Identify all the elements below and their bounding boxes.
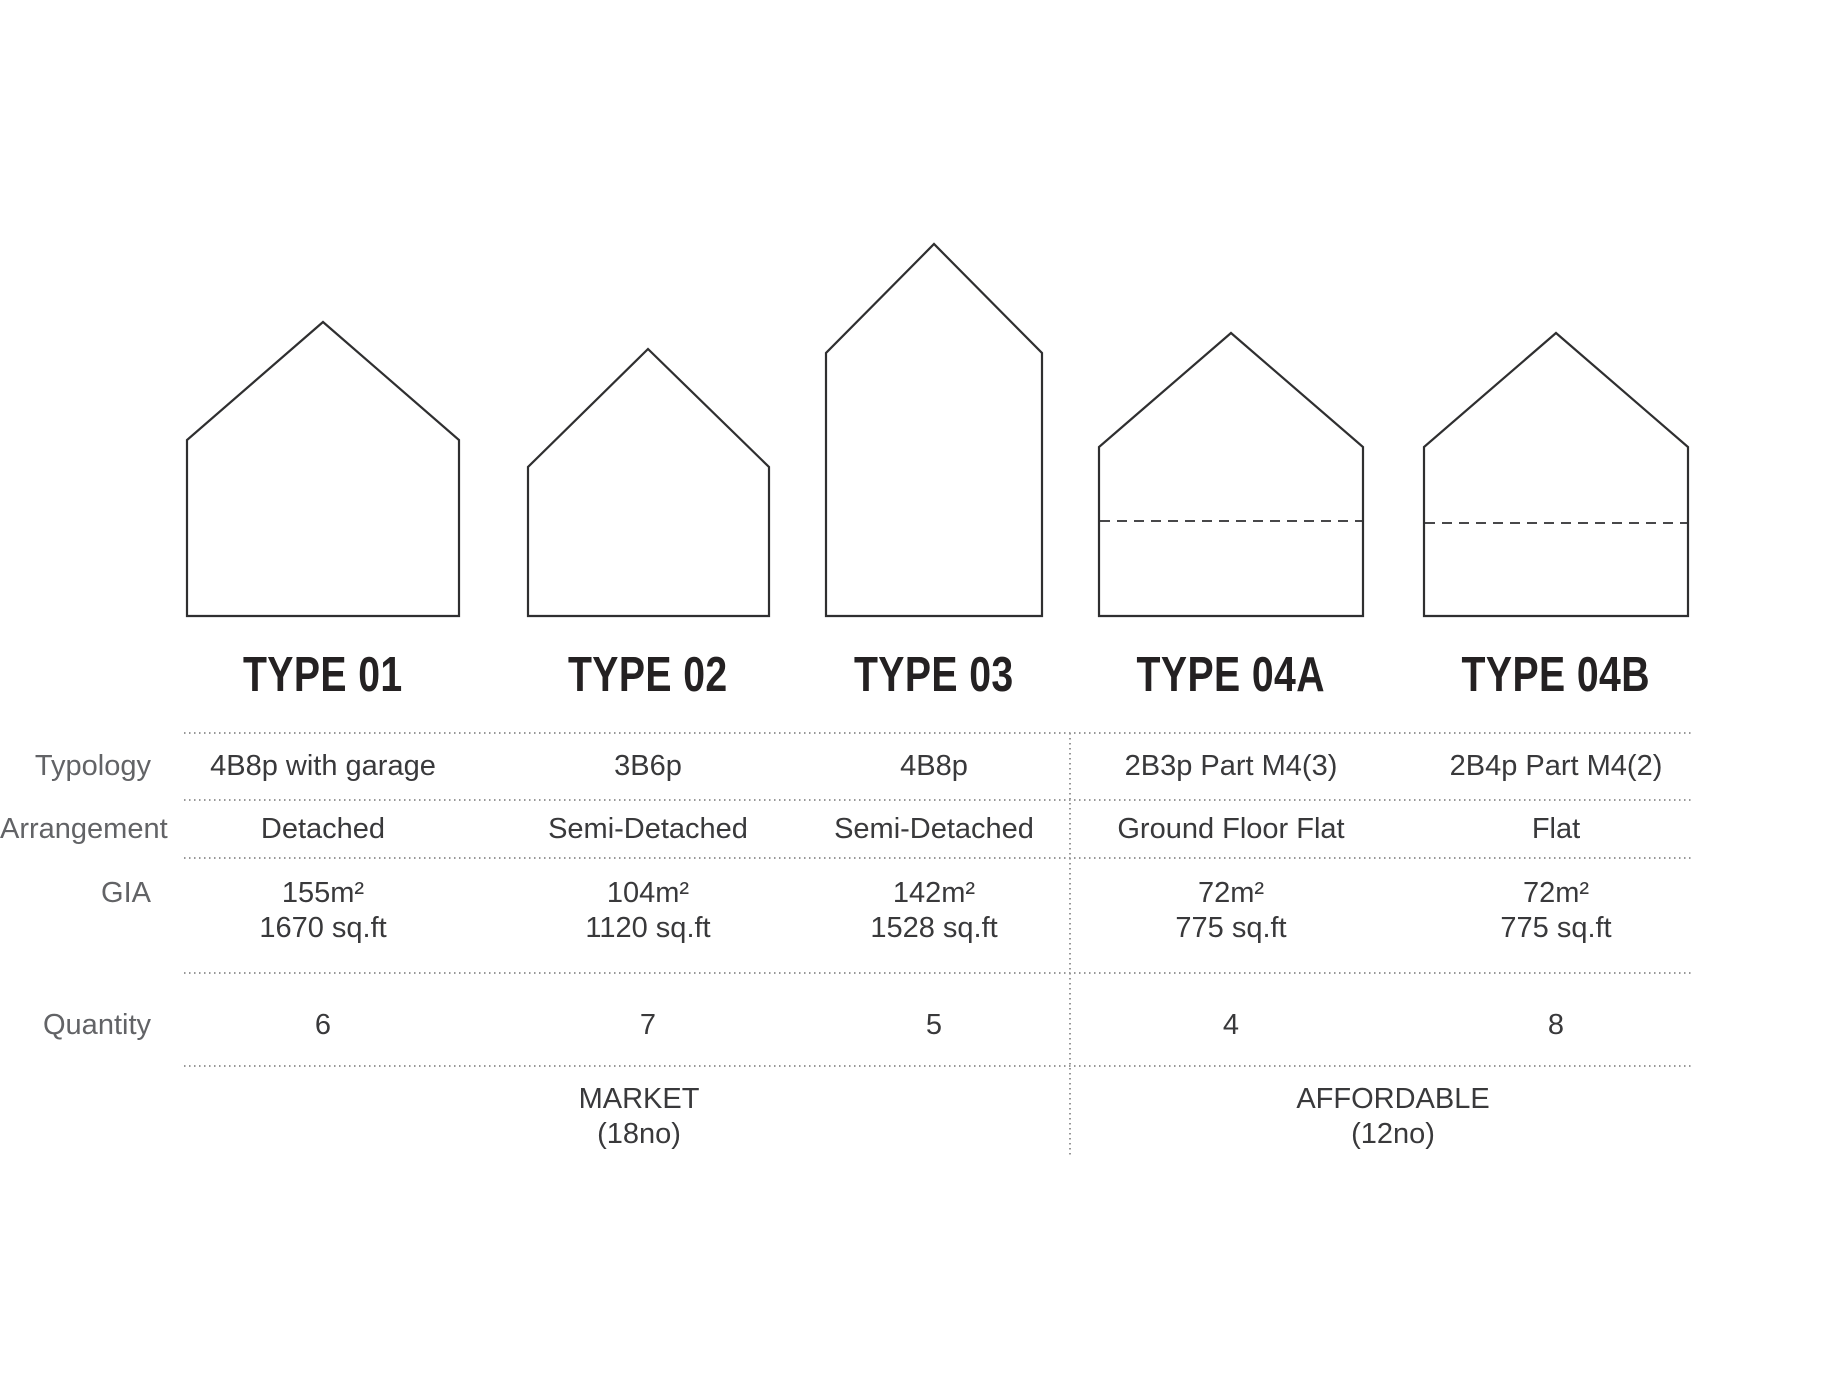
table-rule-top [184,732,1693,734]
group-label-market: MARKET [578,1083,700,1115]
group-label-affordable: AFFORDABLE [1296,1083,1490,1115]
gia-sqft-type-03: 1528 sq.ft [870,912,998,944]
quantity-type-04b: 8 [1547,1009,1565,1041]
quantity-type-04a: 4 [1222,1009,1240,1041]
row-label-quantity: Quantity [43,1009,151,1041]
quantity-type-03: 5 [925,1009,943,1041]
row-label-typology: Typology [34,750,151,782]
gia-m2-type-02: 104m² [606,877,690,909]
gia-sqft-type-01: 1670 sq.ft [259,912,387,944]
typology-type-02: 3B6p [614,750,682,782]
table-rule-quantity-group [184,1065,1693,1067]
type-01-title: TYPE 01 [243,648,403,702]
row-label-arrangement: Arrangement [0,813,168,845]
table-rule-typology-arrangement [184,799,1693,801]
gia-m2-type-04b: 72m² [1522,877,1590,909]
arrangement-type-04b: Flat [1531,813,1581,845]
table-rule-arrangement-gia [184,857,1693,859]
type-02-title: TYPE 02 [568,648,728,702]
type-04b-title: TYPE 04B [1461,648,1651,702]
arrangement-type-03: Semi-Detached [834,813,1034,845]
row-label-gia: GIA [101,877,151,909]
gia-sqft-type-04b: 775 sq.ft [1500,912,1612,944]
typology-type-03: 4B8p [900,750,968,782]
quantity-type-02: 7 [639,1009,657,1041]
house-outline-type-04b [1422,331,1690,618]
group-count-affordable: (12no) [1351,1118,1435,1150]
gia-m2-type-01: 155m² [281,877,365,909]
arrangement-type-01: Detached [260,813,386,845]
house-outline-type-01 [185,320,461,618]
house-outline-type-04a [1097,331,1365,618]
quantity-type-01: 6 [314,1009,332,1041]
table-rule-gia-quantity [184,972,1693,974]
arrangement-type-04a: Ground Floor Flat [1117,813,1345,845]
typology-type-01: 4B8p with garage [210,750,436,782]
typology-type-04b: 2B4p Part M4(2) [1449,750,1663,782]
gia-m2-type-04a: 72m² [1197,877,1265,909]
arrangement-type-02: Semi-Detached [548,813,748,845]
house-outlines [185,242,1690,618]
typology-type-04a: 2B3p Part M4(3) [1124,750,1338,782]
type-03-title: TYPE 03 [854,648,1014,702]
gia-sqft-type-02: 1120 sq.ft [585,912,711,944]
market-affordable-divider [1069,733,1071,1158]
type-04a-title: TYPE 04A [1136,648,1326,702]
group-count-market: (18no) [597,1118,681,1150]
gia-m2-type-03: 142m² [892,877,976,909]
house-outline-type-02 [526,347,771,618]
house-outline-type-03 [824,242,1044,618]
gia-sqft-type-04a: 775 sq.ft [1175,912,1287,944]
